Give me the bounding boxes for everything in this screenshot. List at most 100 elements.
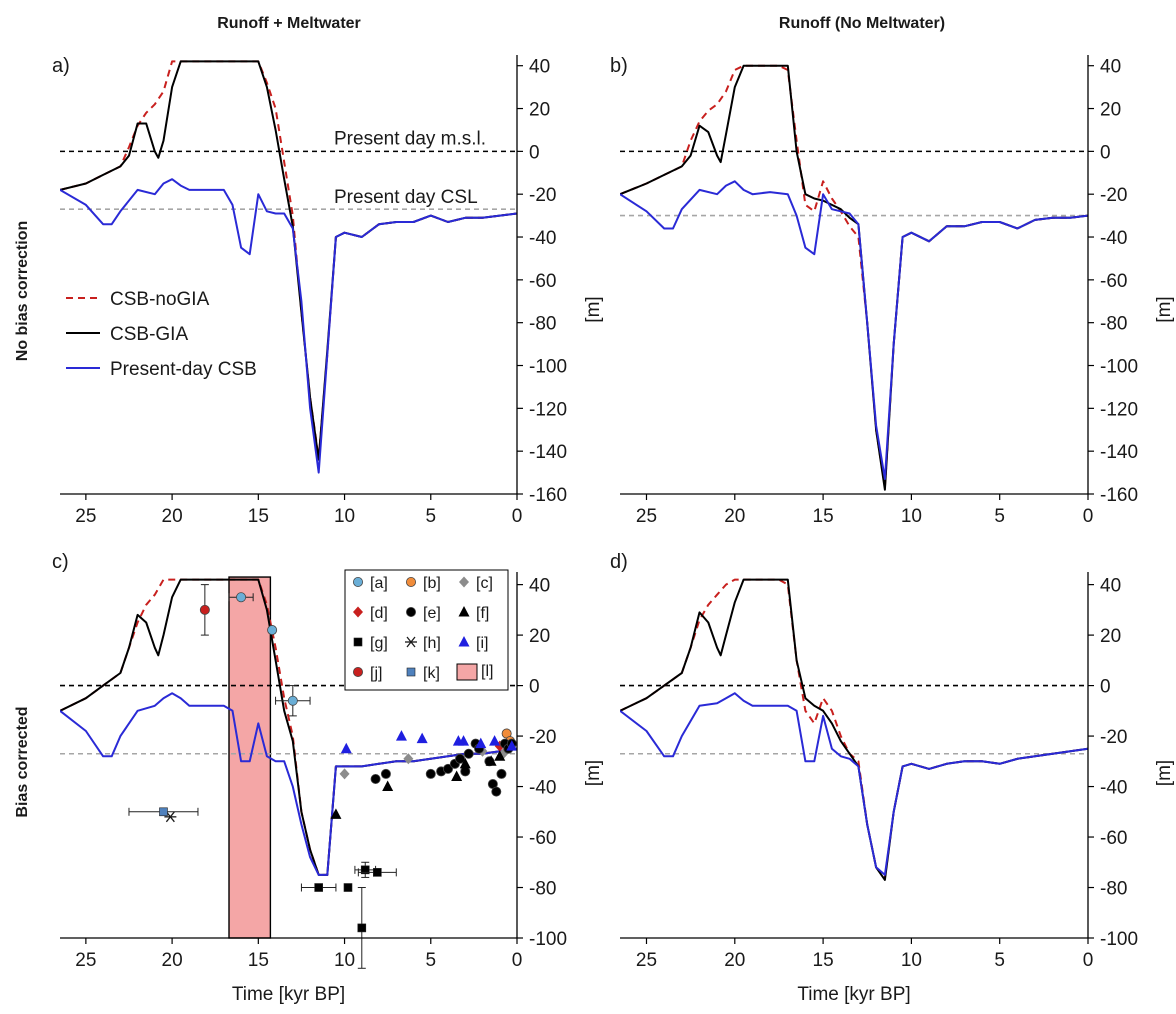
- y-tick-label: -80: [529, 879, 556, 900]
- observation-e: [380, 768, 391, 779]
- y-axis-title: [m]: [1154, 760, 1175, 786]
- observation-i: [340, 742, 352, 754]
- panel-label: c): [52, 551, 69, 573]
- y-tick-label: -100: [529, 929, 567, 950]
- legend-label: [k]: [423, 665, 440, 682]
- observation-g: [300, 883, 337, 892]
- series-line-present: [60, 178, 517, 474]
- y-tick-label: 20: [1100, 626, 1121, 647]
- y-tick-label: 40: [1100, 576, 1121, 597]
- data-point-triangle: [330, 808, 342, 819]
- y-tick-label: -100: [1100, 357, 1138, 378]
- legend-label: [e]: [423, 605, 441, 622]
- x-tick-label: 10: [901, 506, 922, 527]
- series-line-present: [620, 180, 1088, 480]
- x-tick-label: 5: [994, 950, 1005, 971]
- data-point-circle: [380, 768, 391, 779]
- x-tick-label: 5: [425, 950, 436, 971]
- data-point-square: [373, 868, 382, 877]
- x-tick-label: 20: [162, 506, 183, 527]
- data-point-triangle: [459, 757, 471, 769]
- legend-label: [h]: [423, 635, 441, 652]
- y-tick-label: 20: [1100, 100, 1121, 121]
- x-tick-label: 15: [248, 950, 269, 971]
- x-tick-label: 10: [334, 506, 355, 527]
- data-point-square: [159, 807, 168, 817]
- data-point-triangle: [475, 737, 487, 749]
- observation-c: [403, 753, 414, 765]
- data-point-triangle: [458, 735, 470, 746]
- y-tick-label: -160: [1100, 485, 1138, 506]
- row-title-bottom: Bias corrected: [14, 706, 31, 817]
- series-group: [620, 578, 1088, 881]
- y-tick-label: -40: [529, 228, 556, 249]
- panel-a: a) Present day m.s.l. Present day CSL 25 20 1…: [52, 55, 604, 527]
- y-tick-label: -60: [1100, 828, 1127, 849]
- observation-i: [489, 735, 501, 746]
- legend-label: [g]: [370, 635, 388, 652]
- data-point-square: [314, 883, 323, 892]
- observation-j: [199, 584, 210, 636]
- legend: CSB-noGIA CSB-GIA Present-day CSB: [66, 289, 257, 380]
- data-point-circle: [352, 667, 363, 678]
- data-point-circle: [199, 604, 210, 615]
- data-point-circle: [463, 748, 474, 759]
- data-point-square: [353, 637, 363, 647]
- legend-label: Present-day CSB: [110, 359, 257, 380]
- y-tick-label: 20: [529, 626, 550, 647]
- y-tick-label: 40: [529, 576, 550, 597]
- legend-frame: [344, 569, 509, 691]
- observation-g: [357, 868, 397, 877]
- data-point-asterisk: [405, 636, 417, 648]
- y-tick-label: -60: [1100, 271, 1127, 292]
- x-tick-label: 15: [813, 950, 834, 971]
- y-tick-label: -40: [1100, 778, 1127, 799]
- series-group: [60, 578, 517, 876]
- x-tick-label: 0: [1083, 950, 1094, 971]
- y-tick-label: -20: [529, 727, 556, 748]
- data-point-circle: [405, 607, 416, 618]
- observation-f: [330, 808, 342, 819]
- x-tick-label: 20: [162, 950, 183, 971]
- series-line-noGIA: [60, 60, 517, 459]
- observation-f: [382, 780, 394, 792]
- data-point-triangle: [382, 780, 394, 792]
- data-point-circle: [496, 768, 507, 779]
- y-tick-label: -60: [529, 271, 556, 292]
- y-tick-label: -20: [529, 185, 556, 206]
- data-point-triangle: [416, 732, 428, 744]
- x-tick-label: 20: [724, 950, 745, 971]
- x-tick-label: 0: [1083, 506, 1094, 527]
- x-tick-label: 0: [512, 506, 523, 527]
- data-point-square: [360, 865, 370, 875]
- y-axis-title: [m]: [583, 760, 604, 786]
- legend-label: [l]: [481, 663, 493, 680]
- y-tick-label: -140: [1100, 442, 1138, 463]
- data-point-circle: [455, 753, 466, 764]
- x-tick-label: 25: [75, 950, 96, 971]
- data-point-circle: [425, 768, 436, 779]
- observation-a: [228, 592, 254, 603]
- observation-e: [496, 768, 507, 779]
- series-line-noGIA: [620, 578, 1088, 879]
- observation-i: [458, 735, 470, 746]
- y-tick-label: -100: [529, 357, 567, 378]
- y-tick-label: -40: [529, 778, 556, 799]
- column-title-right: Runoff (No Meltwater): [779, 15, 945, 32]
- data-point-circle: [443, 763, 454, 774]
- series-group: [620, 64, 1088, 491]
- data-point-square: [406, 667, 416, 677]
- legend-label: [d]: [370, 605, 388, 622]
- data-point-triangle: [485, 755, 497, 766]
- observation-e: [370, 773, 381, 784]
- x-tick-label: 10: [334, 950, 355, 971]
- series-line-GIA: [620, 64, 1088, 491]
- data-point-circle: [352, 577, 363, 588]
- observation-i: [416, 732, 428, 744]
- data-point-circle: [370, 773, 381, 784]
- data-point-diamond: [403, 753, 414, 765]
- x-tick-label: 25: [636, 950, 657, 971]
- legend-label: [f]: [476, 605, 489, 622]
- observation-e: [455, 753, 466, 764]
- y-tick-label: -40: [1100, 228, 1127, 249]
